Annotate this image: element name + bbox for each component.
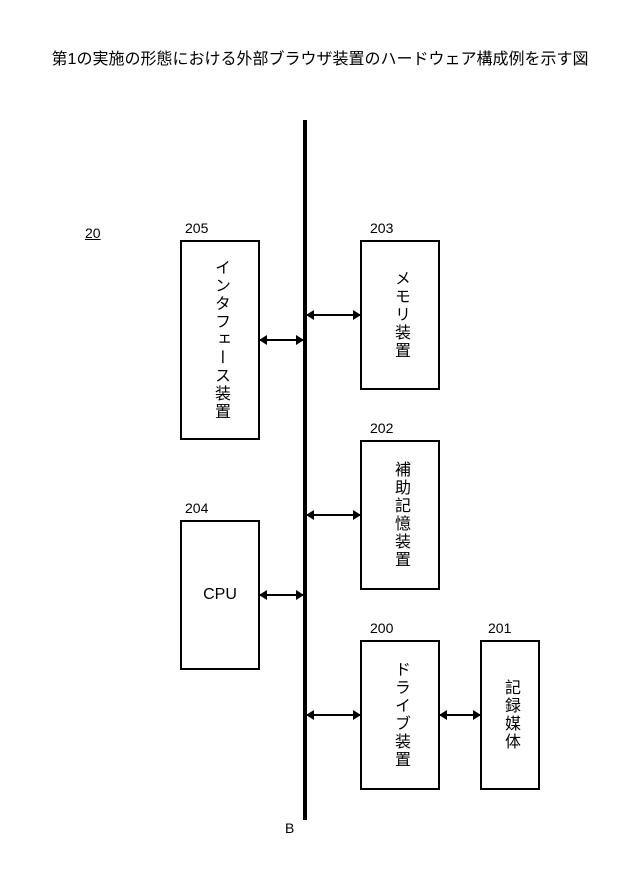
label-interface: インタフェース装置: [208, 259, 232, 421]
bus-label: B: [285, 820, 294, 836]
block-memory: メモリ装置: [360, 240, 440, 390]
label-medium: 記録媒体: [498, 679, 522, 751]
arrow-bus-drive: [307, 714, 360, 716]
block-interface: インタフェース装置: [180, 240, 260, 440]
arrow-drive-medium: [440, 714, 480, 716]
block-cpu: CPU: [180, 520, 260, 670]
arrow-cpu-bus: [260, 594, 303, 596]
label-cpu: CPU: [203, 586, 237, 604]
num-drive: 200: [370, 620, 393, 636]
num-memory: 203: [370, 220, 393, 236]
block-medium: 記録媒体: [480, 640, 540, 790]
num-medium: 201: [488, 620, 511, 636]
figure-reference: 20: [85, 225, 101, 241]
label-aux: 補助記憶装置: [388, 461, 412, 569]
hardware-diagram: 20 B CPU 204 インタフェース装置 205 ドライブ装置 200 補助…: [85, 110, 555, 830]
num-interface: 205: [185, 220, 208, 236]
num-aux: 202: [370, 420, 393, 436]
arrow-bus-aux: [307, 514, 360, 516]
block-drive: ドライブ装置: [360, 640, 440, 790]
arrow-bus-memory: [307, 314, 360, 316]
label-memory: メモリ装置: [388, 270, 412, 360]
label-drive: ドライブ装置: [388, 661, 412, 769]
arrow-interface-bus: [260, 339, 303, 341]
diagram-title: 第1の実施の形態における外部ブラウザ装置のハードウェア構成例を示す図: [0, 45, 640, 69]
block-aux: 補助記憶装置: [360, 440, 440, 590]
num-cpu: 204: [185, 500, 208, 516]
